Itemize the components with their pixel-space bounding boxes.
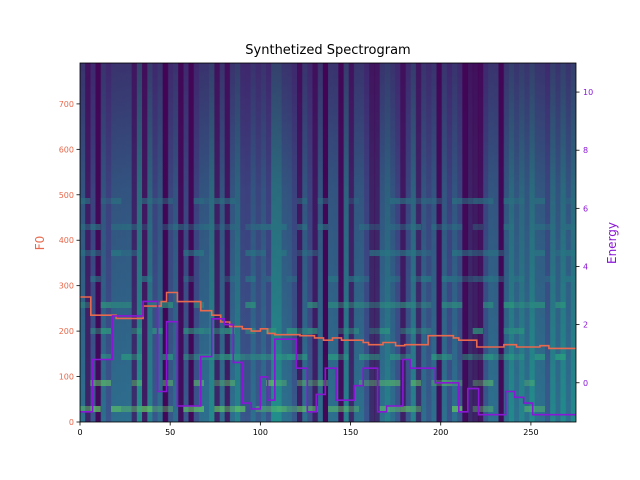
series-lines (80, 291, 576, 416)
left-tick-label: 600 (59, 145, 74, 154)
bottom-tick-label: 50 (165, 428, 175, 437)
energy-series-line (80, 300, 576, 416)
plot-frame (79, 62, 577, 423)
heatmap-vignette (80, 63, 576, 422)
right-axis-label: Energy (605, 222, 619, 264)
bottom-tick-label: 250 (523, 428, 538, 437)
f0-series-line (80, 291, 576, 350)
bottom-tick-label: 150 (343, 428, 358, 437)
bottom-tick-label: 200 (433, 428, 448, 437)
right-tick-label: 4 (583, 262, 588, 271)
right-tick-label: 8 (583, 146, 588, 155)
bottom-tick-label: 0 (77, 428, 82, 437)
right-tick-label: 0 (583, 379, 588, 388)
left-tick-label: 100 (59, 373, 74, 382)
right-tick-label: 2 (583, 321, 588, 330)
left-tick-label: 200 (59, 327, 74, 336)
bottom-tick-label: 100 (253, 428, 268, 437)
right-tick-label: 6 (583, 204, 588, 213)
right-tick-label: 10 (583, 88, 593, 97)
left-axis-label: F0 (33, 236, 47, 251)
chart-title: Synthetized Spectrogram (245, 43, 410, 58)
left-tick-label: 300 (59, 282, 74, 291)
left-tick-label: 500 (59, 191, 74, 200)
left-axis: 0 100 200 300 400 500 600 700 (59, 100, 80, 427)
bottom-axis: 0 50 100 150 200 250 (77, 422, 539, 437)
left-tick-label: 700 (59, 100, 74, 109)
right-axis: 0 2 4 6 8 10 (576, 88, 593, 388)
spectrogram-heatmap (80, 63, 576, 422)
left-tick-label: 400 (59, 236, 74, 245)
left-tick-label: 0 (69, 418, 74, 427)
